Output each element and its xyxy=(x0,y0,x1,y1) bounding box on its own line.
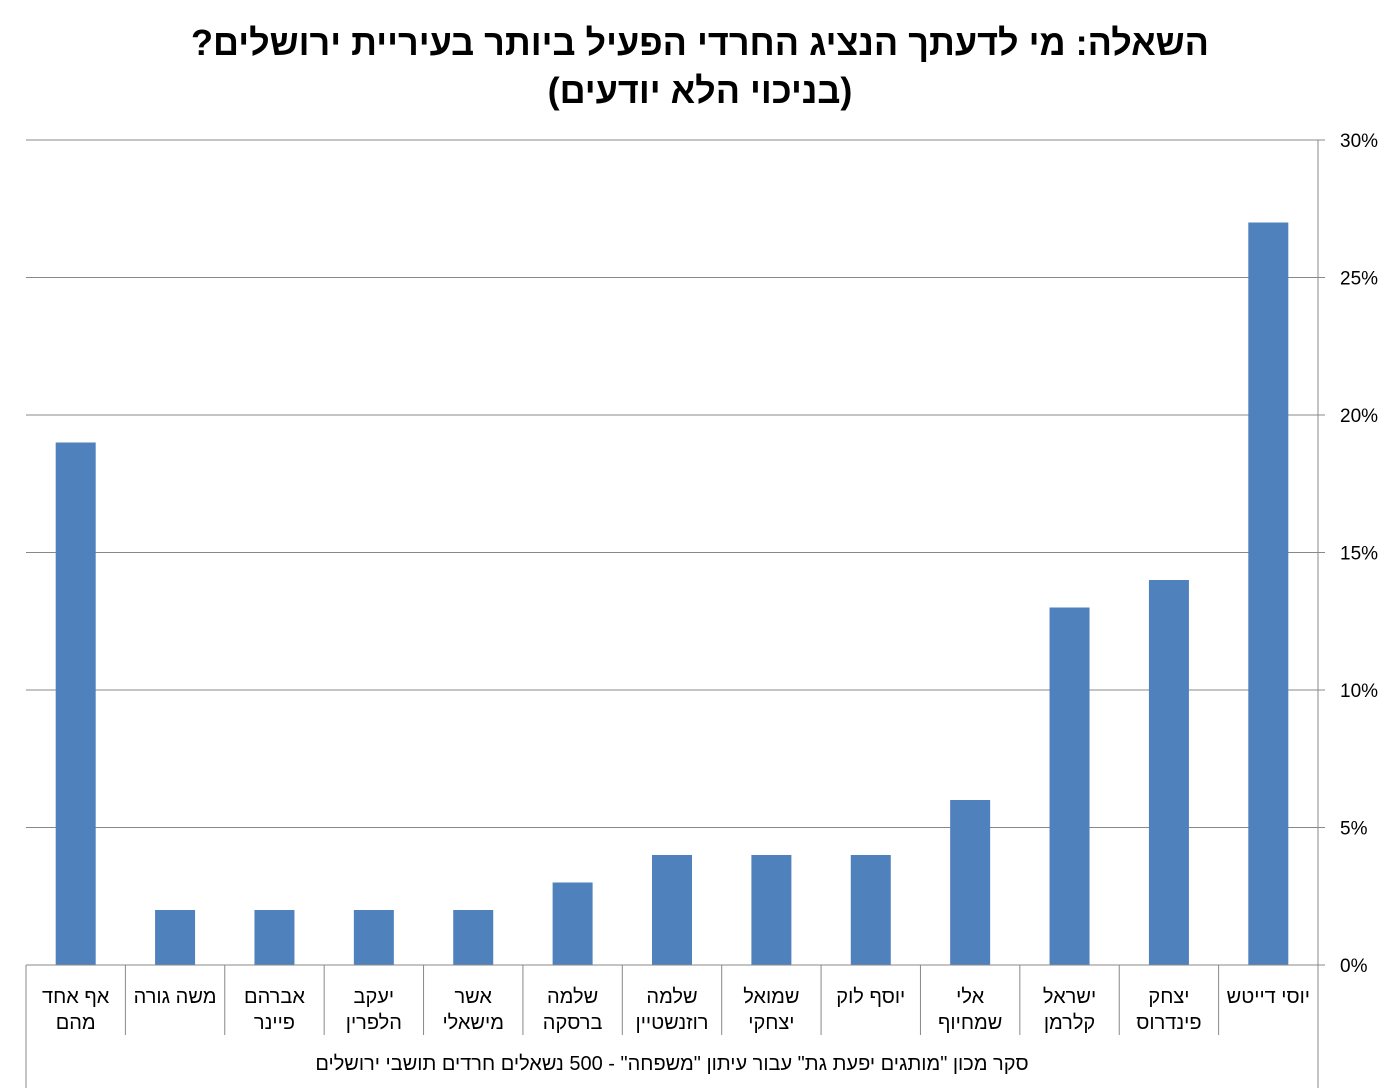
y-tick-labels: 0% 5% 10% 15% 20% 25% 30% xyxy=(1340,131,1378,977)
bar-8 xyxy=(453,910,494,965)
category-label-8-line-1: מישאלי xyxy=(442,1012,503,1034)
category-label-11-line-0: משה גורה xyxy=(134,986,217,1008)
y-tick-label-0: 0% xyxy=(1340,956,1368,977)
gridlines xyxy=(26,139,1318,828)
category-label-9-line-1: הלפרין xyxy=(346,1012,402,1034)
y-tick-label-15: 15% xyxy=(1340,544,1378,565)
chart-subtitle: (בניכוי הלא יודעים) xyxy=(548,70,853,111)
bar-4 xyxy=(850,855,891,965)
y-tick-label-30: 30% xyxy=(1340,131,1378,152)
category-label-9-line-0: יעקב xyxy=(354,986,395,1008)
category-label-2-line-0: ישראל xyxy=(1043,986,1096,1008)
axes xyxy=(25,139,1325,1088)
bar-2 xyxy=(1049,607,1090,965)
category-label-12-line-1: מהם xyxy=(56,1012,96,1034)
bar-11 xyxy=(155,910,196,965)
category-label-6-line-0: שלמה xyxy=(646,986,697,1008)
bar-3 xyxy=(950,800,991,965)
y-tick-label-5: 5% xyxy=(1340,819,1368,840)
bar-10 xyxy=(254,910,295,965)
bar-0 xyxy=(1248,222,1289,965)
category-label-7-line-0: שלמה xyxy=(547,986,598,1008)
category-label-10-line-1: פיינר xyxy=(254,1012,295,1034)
bar-7 xyxy=(552,882,593,965)
category-label-2-line-1: קלרמן xyxy=(1044,1012,1095,1034)
y-tick-label-20: 20% xyxy=(1340,406,1378,427)
bars xyxy=(55,222,1289,965)
bar-12 xyxy=(55,442,96,965)
y-tick-label-10: 10% xyxy=(1340,681,1378,702)
bar-5 xyxy=(751,855,792,965)
bar-9 xyxy=(353,910,394,965)
category-label-8-line-0: אשר xyxy=(455,986,493,1008)
bar-6 xyxy=(652,855,692,965)
bar-1 xyxy=(1148,580,1189,965)
category-label-7-line-1: ברסקה xyxy=(543,1012,603,1034)
category-label-5-line-0: שמואל xyxy=(743,986,799,1008)
category-label-1-line-1: פינדרוס xyxy=(1136,1012,1201,1034)
category-label-3-line-1: שמחיוף xyxy=(938,1012,1002,1034)
category-label-10-line-0: אברהם xyxy=(244,986,305,1008)
category-label-5-line-1: יצחקי xyxy=(748,1012,794,1034)
category-labels: יוסי דייטש יצחק פינדרוס ישראל קלרמן אלי שמחיוף… xyxy=(42,986,1310,1034)
y-tick-label-25: 25% xyxy=(1340,269,1378,290)
category-label-4-line-0: יוסף לוק xyxy=(836,986,905,1008)
category-label-0-line-0: יוסי דייטש xyxy=(1227,986,1310,1008)
chart-title: השאלה: מי לדעתך הנציג החרדי הפעיל ביותר … xyxy=(191,22,1209,63)
category-label-6-line-1: רוזנשטיין xyxy=(636,1012,709,1034)
category-label-3-line-0: אלי xyxy=(956,986,984,1008)
source-note: סקר מכון "מותגים יפעת גת" עבור עיתון "מש… xyxy=(315,1053,1028,1075)
category-label-1-line-0: יצחק xyxy=(1148,986,1189,1008)
category-label-12-line-0: אף אחד xyxy=(42,986,110,1008)
